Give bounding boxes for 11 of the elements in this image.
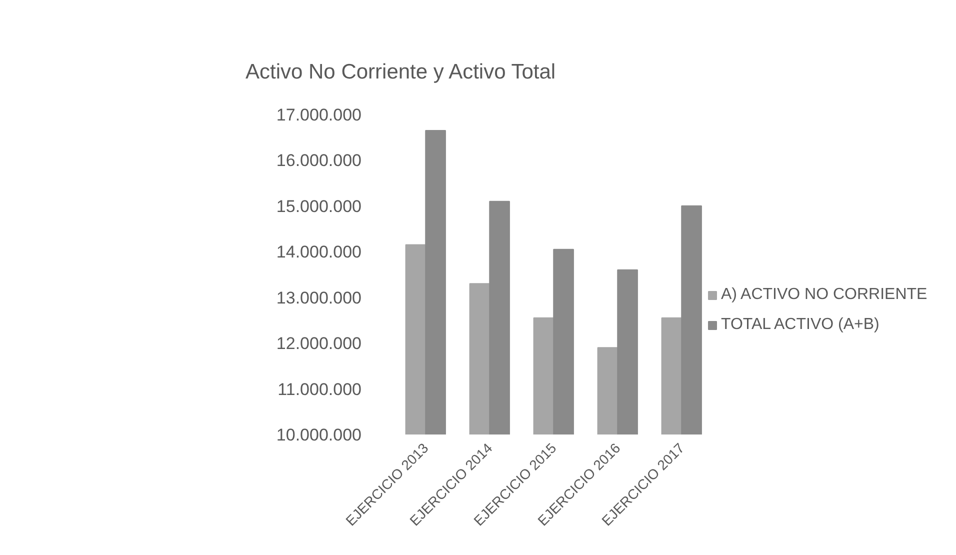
- legend-label: TOTAL ACTIVO (A+B): [720, 316, 880, 334]
- y-tick-label: 14.000.000: [276, 242, 362, 262]
- y-tick-label: 17.000.000: [276, 106, 362, 124]
- y-tick-label: 10.000.000: [276, 426, 362, 444]
- y-tick-label: 12.000.000: [276, 334, 362, 354]
- y-tick-label: 16.000.000: [276, 151, 362, 170]
- y-tick-label: 15.000.000: [276, 196, 362, 216]
- chart-title: Activo No Corriente y Activo Total: [246, 60, 556, 84]
- y-tick-label: 11.000.000: [278, 380, 362, 399]
- y-tick-label: 13.000.000: [276, 288, 362, 308]
- legend-label: A) ACTIVO NO CORRIENTE: [720, 286, 928, 304]
